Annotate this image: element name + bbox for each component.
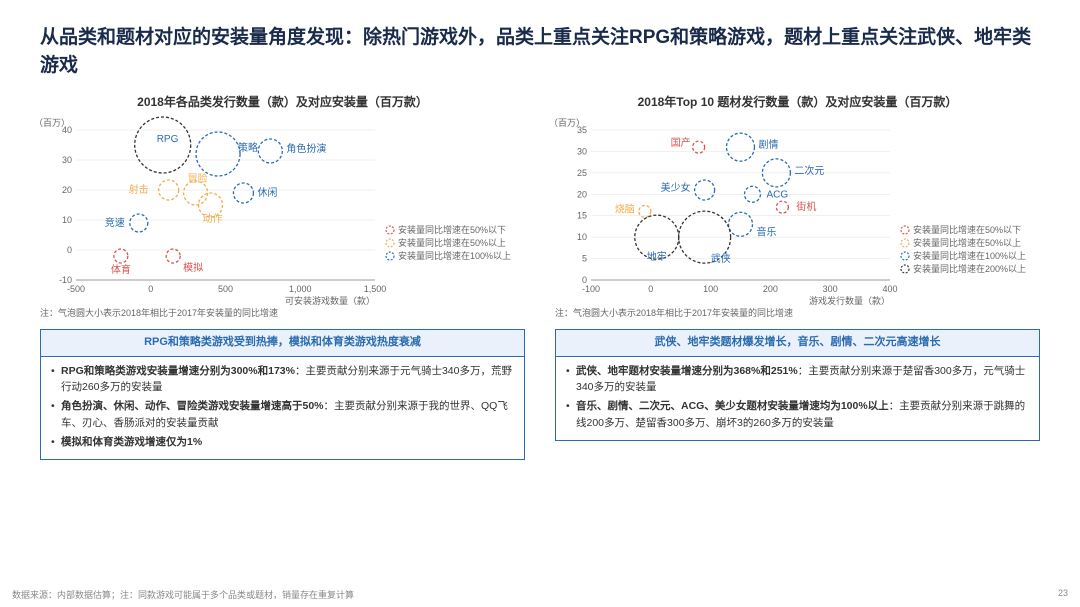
right-chart-note: 注：气泡圆大小表示2018年相比于2017年安装量的同比增速 [555, 306, 1040, 319]
svg-text:安装量同比增速在200%以上: 安装量同比增速在200%以上 [913, 263, 1026, 274]
svg-text:100: 100 [703, 284, 718, 294]
svg-text:地牢: 地牢 [647, 250, 667, 263]
svg-text:烧脑: 烧脑 [615, 203, 635, 216]
svg-text:安装量同比增速在50%以上: 安装量同比增速在50%以上 [913, 237, 1021, 248]
left-insight-box: RPG和策略类游戏受到热捧，模拟和体育类游戏热度衰减 RPG和策略类游戏安装量增… [40, 329, 525, 460]
svg-text:剧情: 剧情 [759, 138, 779, 151]
footer: 数据来源：内部数据估算；注：同款游戏可能属于多个品类或题材，销量存在重复计算 2… [12, 588, 1068, 601]
svg-text:二次元: 二次元 [794, 164, 824, 177]
left-insight-body: RPG和策略类游戏安装量增速分别为300%和173%：主要贡献分别来源于元气骑士… [41, 357, 524, 459]
svg-text:竞速: 竞速 [105, 216, 125, 229]
svg-text:模拟: 模拟 [183, 261, 203, 274]
svg-text:40: 40 [62, 125, 72, 135]
right-chart-title: 2018年Top 10 题材发行数量（款）及对应安装量（百万款） [555, 93, 1040, 110]
svg-text:15: 15 [577, 211, 587, 221]
svg-text:20: 20 [62, 185, 72, 195]
footer-source: 数据来源：内部数据估算；注：同款游戏可能属于多个品类或题材，销量存在重复计算 [12, 588, 354, 601]
svg-text:200: 200 [763, 284, 778, 294]
page-number: 23 [1058, 588, 1068, 601]
page-title: 从品类和题材对应的安装量角度发现：除热门游戏外，品类上重点关注RPG和策略游戏，… [40, 24, 1040, 79]
svg-text:美少女: 美少女 [661, 181, 691, 194]
svg-text:ACG: ACG [766, 189, 788, 200]
svg-text:角色扮演: 角色扮演 [286, 142, 326, 155]
svg-text:30: 30 [577, 147, 587, 157]
left-chart-title: 2018年各品类发行数量（款）及对应安装量（百万款） [40, 93, 525, 110]
svg-text:体育: 体育 [111, 263, 131, 276]
svg-text:街机: 街机 [796, 200, 816, 213]
svg-text:0: 0 [648, 284, 653, 294]
svg-text:10: 10 [62, 215, 72, 225]
columns: 2018年各品类发行数量（款）及对应安装量（百万款） 安装量（百万）-10010… [40, 93, 1040, 460]
svg-text:0: 0 [148, 284, 153, 294]
svg-text:安装量同比增速在50%以上: 安装量同比增速在50%以上 [398, 237, 506, 248]
svg-text:休闲: 休闲 [257, 186, 277, 199]
svg-text:400: 400 [882, 284, 897, 294]
svg-text:0: 0 [67, 245, 72, 255]
svg-text:10: 10 [577, 232, 587, 242]
svg-text:策略: 策略 [238, 141, 258, 154]
svg-text:25: 25 [577, 168, 587, 178]
svg-text:1,500: 1,500 [364, 284, 387, 294]
right-chart: 销量（百万）05101520253035-1000100200300400游戏发… [555, 116, 1040, 306]
svg-text:射击: 射击 [129, 184, 149, 196]
insight-item: RPG和策略类游戏安装量增速分别为300%和173%：主要贡献分别来源于元气骑士… [51, 363, 514, 397]
left-insight-head: RPG和策略类游戏受到热捧，模拟和体育类游戏热度衰减 [41, 330, 524, 357]
svg-text:国产: 国产 [671, 136, 691, 149]
right-chart-svg: 销量（百万）05101520253035-1000100200300400游戏发… [555, 116, 1040, 306]
svg-text:-100: -100 [582, 284, 600, 294]
slide: 从品类和题材对应的安装量角度发现：除热门游戏外，品类上重点关注RPG和策略游戏，… [0, 0, 1080, 460]
svg-text:30: 30 [62, 155, 72, 165]
insight-item: 模拟和体育类游戏增速仅为1% [51, 434, 514, 451]
svg-text:音乐: 音乐 [757, 225, 777, 238]
insight-item: 角色扮演、休闲、动作、冒险类游戏安装量增速高于50%：主要贡献分别来源于我的世界… [51, 398, 514, 432]
svg-text:游戏发行数量（款）: 游戏发行数量（款） [809, 295, 890, 306]
svg-text:动作: 动作 [203, 213, 223, 225]
svg-text:5: 5 [582, 254, 587, 264]
left-chart-note: 注：气泡圆大小表示2018年相比于2017年安装量的同比增速 [40, 306, 525, 319]
svg-text:35: 35 [577, 125, 587, 135]
svg-text:安装量同比增速在100%以上: 安装量同比增速在100%以上 [398, 250, 511, 261]
svg-text:20: 20 [577, 189, 587, 199]
svg-text:300: 300 [823, 284, 838, 294]
svg-text:安装量同比增速在100%以上: 安装量同比增速在100%以上 [913, 250, 1026, 261]
right-insight-box: 武侠、地牢类题材爆发增长，音乐、剧情、二次元高速增长 武侠、地牢题材安装量增速分… [555, 329, 1040, 441]
left-column: 2018年各品类发行数量（款）及对应安装量（百万款） 安装量（百万）-10010… [40, 93, 525, 460]
svg-text:500: 500 [218, 284, 233, 294]
svg-text:安装量同比增速在50%以下: 安装量同比增速在50%以下 [913, 224, 1021, 235]
left-chart: 安装量（百万）-10010203040-50005001,0001,500可安装… [40, 116, 525, 306]
svg-text:冒险: 冒险 [188, 172, 208, 185]
insight-item: 武侠、地牢题材安装量增速分别为368%和251%：主要贡献分别来源于楚留香300… [566, 363, 1029, 397]
right-column: 2018年Top 10 题材发行数量（款）及对应安装量（百万款） 销量（百万）0… [555, 93, 1040, 460]
svg-text:可安装游戏数量（款）: 可安装游戏数量（款） [285, 295, 375, 306]
svg-text:1,000: 1,000 [289, 284, 312, 294]
left-chart-svg: 安装量（百万）-10010203040-50005001,0001,500可安装… [40, 116, 525, 306]
svg-text:武侠: 武侠 [711, 252, 731, 265]
right-insight-head: 武侠、地牢类题材爆发增长，音乐、剧情、二次元高速增长 [556, 330, 1039, 357]
right-insight-body: 武侠、地牢题材安装量增速分别为368%和251%：主要贡献分别来源于楚留香300… [556, 357, 1039, 440]
svg-text:-500: -500 [67, 284, 85, 294]
insight-item: 音乐、剧情、二次元、ACG、美少女题材安装量增速均为100%以上：主要贡献分别来… [566, 398, 1029, 432]
svg-text:安装量同比增速在50%以下: 安装量同比增速在50%以下 [398, 224, 506, 235]
svg-text:RPG: RPG [157, 134, 179, 145]
